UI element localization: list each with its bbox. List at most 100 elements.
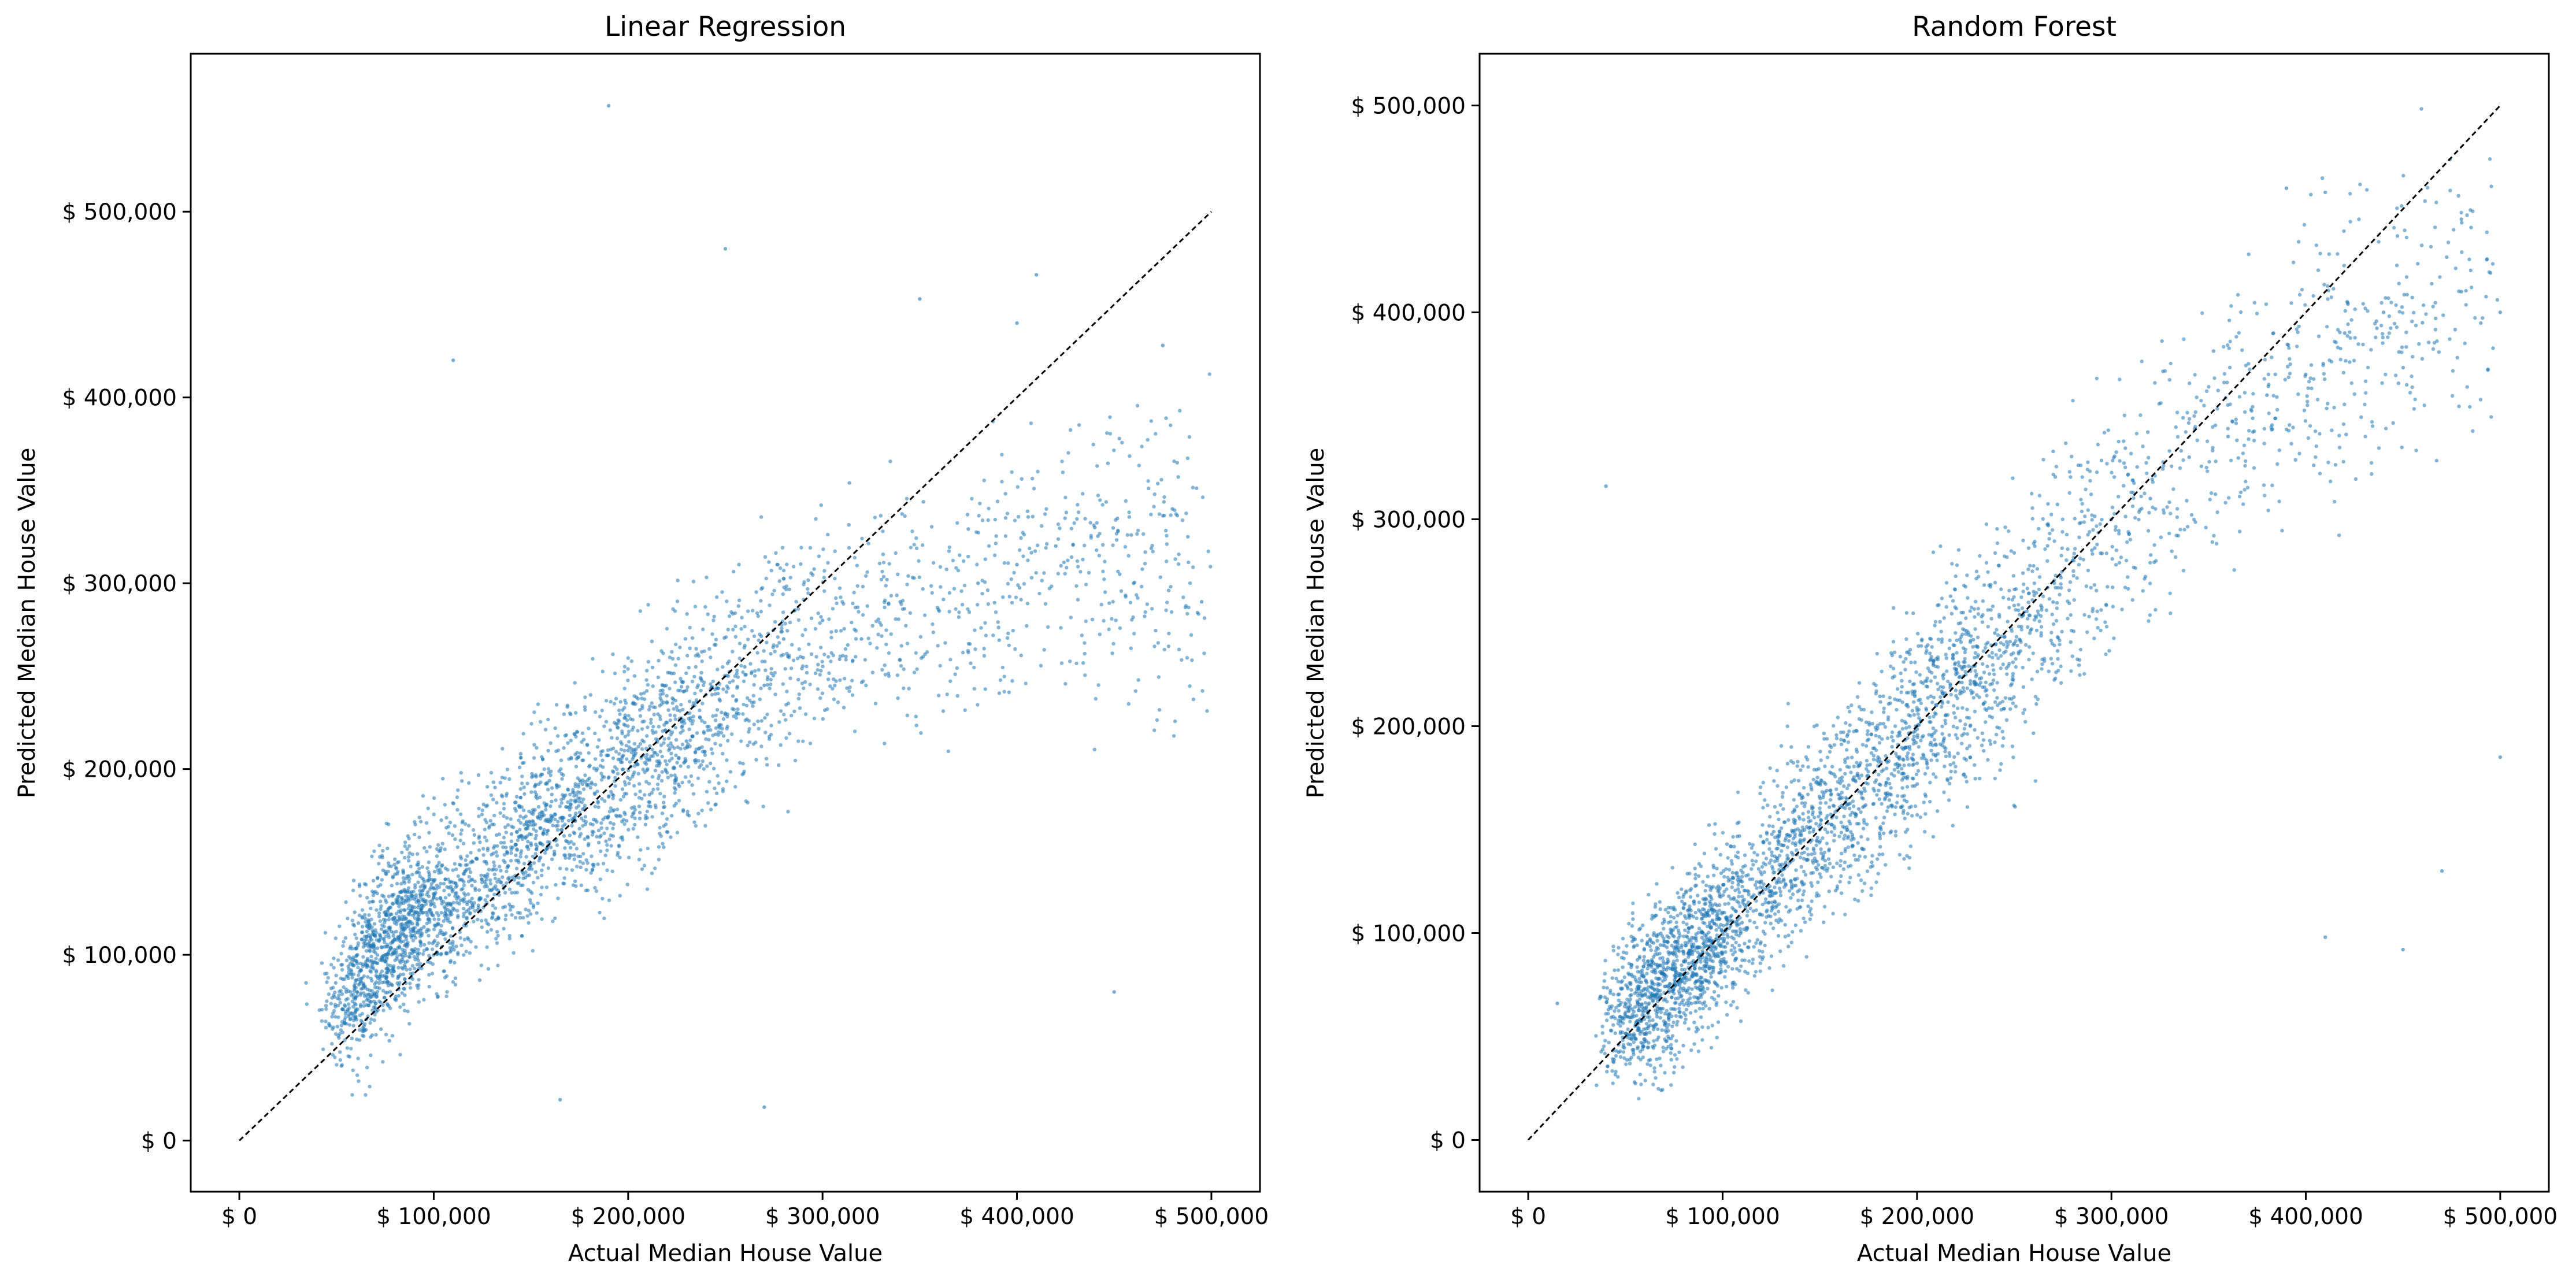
scatter-point: [407, 844, 412, 848]
scatter-point: [535, 746, 539, 750]
scatter-point: [691, 735, 695, 739]
scatter-point: [1185, 456, 1190, 461]
scatter-point: [653, 866, 657, 870]
scatter-point: [796, 739, 800, 743]
scatter-point: [405, 874, 409, 878]
scatter-point: [546, 748, 550, 753]
scatter-point: [674, 753, 678, 758]
scatter-point: [502, 852, 507, 857]
scatter-point: [997, 691, 1002, 695]
scatter-point: [1056, 537, 1061, 541]
scatter-point: [517, 835, 521, 839]
scatter-point: [714, 637, 718, 642]
scatter-point: [1661, 943, 1665, 947]
scatter-point: [498, 781, 502, 785]
scatter-point: [407, 951, 412, 956]
scatter-point: [1677, 936, 1681, 940]
scatter-point: [462, 914, 466, 918]
scatter-point: [759, 610, 763, 614]
scatter-point: [1719, 970, 1723, 974]
scatter-point: [718, 699, 722, 703]
scatter-point: [769, 652, 773, 656]
scatter-point: [592, 791, 597, 795]
scatter-point: [725, 758, 729, 762]
scatter-point: [524, 870, 528, 874]
scatter-point: [350, 969, 354, 974]
scatter-point: [1629, 1037, 1634, 1041]
scatter-point: [572, 842, 576, 846]
scatter-point: [1693, 873, 1697, 877]
scatter-point: [1063, 572, 1067, 576]
scatter-point: [918, 297, 922, 301]
scatter-point: [1666, 921, 1670, 925]
scatter-point: [895, 593, 899, 598]
scatter-point: [430, 913, 434, 917]
scatter-point: [812, 567, 816, 571]
scatter-point: [603, 853, 607, 858]
scatter-point: [600, 797, 604, 801]
scatter-point: [1676, 939, 1680, 944]
scatter-point: [386, 910, 390, 914]
scatter-point: [338, 1000, 342, 1005]
scatter-point: [797, 647, 801, 651]
scatter-point: [1729, 844, 1733, 848]
scatter-point: [385, 1002, 390, 1006]
scatter-point: [626, 678, 630, 683]
scatter-point: [580, 731, 585, 735]
scatter-point: [379, 883, 383, 887]
scatter-point: [1084, 583, 1088, 587]
scatter-point: [565, 839, 569, 844]
scatter-point: [362, 1034, 366, 1039]
scatter-point: [1723, 975, 1727, 979]
scatter-point: [896, 617, 900, 621]
scatter-point: [384, 967, 388, 971]
scatter-point: [480, 880, 484, 885]
scatter-point: [726, 739, 730, 743]
scatter-point: [645, 669, 649, 673]
scatter-point: [1647, 1058, 1651, 1063]
scatter-point: [362, 974, 366, 978]
scatter-point: [1690, 952, 1695, 956]
scatter-point: [384, 960, 388, 964]
scatter-point: [636, 772, 640, 776]
scatter-point: [379, 904, 383, 909]
scatter-point: [972, 665, 976, 670]
scatter-point: [1726, 965, 1730, 969]
scatter-point: [693, 750, 698, 755]
scatter-point: [376, 961, 380, 966]
scatter-point: [495, 941, 499, 945]
x-tick-label: $ 500,000: [1154, 1204, 1269, 1230]
scatter-point: [537, 859, 541, 863]
scatter-point: [1730, 929, 1735, 933]
scatter-point: [546, 866, 551, 870]
scatter-point: [363, 984, 367, 988]
scatter-point: [577, 826, 581, 831]
scatter-point: [754, 590, 758, 594]
scatter-point: [1128, 454, 1132, 458]
scatter-point: [572, 857, 576, 862]
scatter-point: [480, 813, 484, 817]
scatter-point: [402, 876, 406, 880]
scatter-point: [1641, 958, 1645, 962]
scatter-point: [1209, 565, 1213, 569]
scatter-point: [987, 544, 991, 548]
scatter-point: [618, 700, 622, 704]
scatter-point: [843, 647, 848, 651]
scatter-point: [436, 921, 440, 925]
scatter-point: [632, 674, 637, 678]
scatter-point: [1630, 924, 1634, 928]
scatter-point: [413, 912, 417, 916]
scatter-point: [648, 804, 653, 809]
scatter-point: [1603, 958, 1607, 963]
scatter-point: [1684, 943, 1688, 948]
scatter-point: [492, 822, 496, 826]
scatter-point: [674, 642, 678, 647]
scatter-point: [1666, 1016, 1671, 1020]
scatter-point: [1084, 619, 1088, 624]
scatter-point: [462, 883, 466, 888]
scatter-point: [1074, 661, 1078, 666]
scatter-point: [403, 927, 407, 931]
scatter-point: [1665, 967, 1669, 972]
scatter-point: [921, 543, 925, 547]
scatter-point: [721, 687, 725, 691]
